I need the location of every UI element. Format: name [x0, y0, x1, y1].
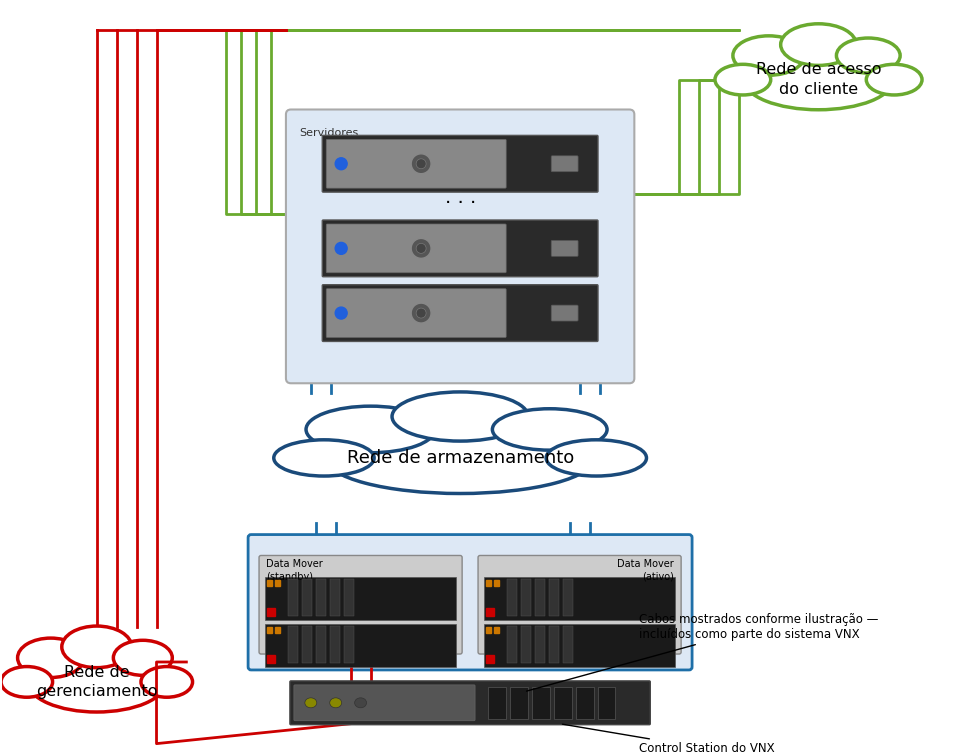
Bar — [597, 687, 615, 719]
Bar — [343, 626, 353, 663]
Ellipse shape — [779, 23, 856, 66]
FancyBboxPatch shape — [322, 135, 598, 192]
Ellipse shape — [743, 50, 892, 110]
FancyBboxPatch shape — [551, 240, 577, 256]
Ellipse shape — [306, 406, 434, 453]
Circle shape — [416, 308, 425, 318]
Ellipse shape — [492, 409, 606, 450]
Bar — [562, 579, 572, 616]
Bar — [275, 627, 280, 633]
Circle shape — [334, 158, 347, 170]
Circle shape — [416, 159, 425, 169]
Ellipse shape — [304, 698, 317, 708]
Bar — [554, 687, 571, 719]
FancyBboxPatch shape — [326, 139, 506, 188]
Bar — [485, 655, 494, 663]
Ellipse shape — [326, 423, 594, 494]
Text: Cabos mostrados conforme ilustração —
incluídos como parte do sistema VNX: Cabos mostrados conforme ilustração — in… — [526, 613, 878, 691]
Text: · · ·: · · · — [444, 194, 475, 212]
Bar — [520, 626, 530, 663]
Circle shape — [334, 243, 347, 254]
Bar — [267, 609, 275, 616]
FancyBboxPatch shape — [259, 556, 462, 654]
Ellipse shape — [330, 698, 341, 708]
Bar — [288, 579, 297, 616]
Ellipse shape — [733, 36, 804, 76]
Ellipse shape — [1, 667, 53, 697]
Bar — [288, 626, 297, 663]
Ellipse shape — [274, 440, 374, 476]
Bar — [267, 655, 275, 663]
Bar — [562, 626, 572, 663]
Bar — [507, 579, 516, 616]
Circle shape — [411, 153, 430, 174]
Bar — [343, 579, 353, 616]
Ellipse shape — [714, 64, 770, 95]
Ellipse shape — [18, 638, 84, 677]
Bar — [301, 579, 311, 616]
FancyBboxPatch shape — [322, 285, 598, 342]
Bar — [534, 579, 544, 616]
Bar — [316, 626, 326, 663]
Ellipse shape — [866, 64, 921, 95]
FancyBboxPatch shape — [483, 624, 675, 667]
Bar — [510, 687, 527, 719]
Bar — [485, 609, 494, 616]
Text: Control Station do VNX: Control Station do VNX — [561, 724, 775, 755]
Bar — [534, 626, 544, 663]
FancyBboxPatch shape — [551, 156, 577, 172]
Ellipse shape — [141, 667, 193, 697]
Circle shape — [411, 238, 430, 259]
FancyBboxPatch shape — [265, 578, 456, 620]
FancyBboxPatch shape — [551, 305, 577, 321]
Bar — [485, 627, 491, 633]
FancyBboxPatch shape — [247, 534, 691, 670]
FancyBboxPatch shape — [326, 289, 506, 337]
FancyBboxPatch shape — [477, 556, 681, 654]
Bar — [507, 626, 516, 663]
Bar — [316, 579, 326, 616]
Circle shape — [416, 243, 425, 253]
Ellipse shape — [113, 640, 172, 675]
FancyBboxPatch shape — [286, 110, 634, 383]
Bar — [549, 626, 558, 663]
Bar — [575, 687, 593, 719]
FancyBboxPatch shape — [326, 224, 506, 273]
Circle shape — [411, 303, 430, 323]
Ellipse shape — [546, 440, 645, 476]
Text: Data Mover
(standby): Data Mover (standby) — [266, 559, 323, 582]
FancyBboxPatch shape — [483, 578, 675, 620]
Bar — [267, 581, 272, 587]
Text: Rede de armazenamento: Rede de armazenamento — [346, 449, 573, 467]
Circle shape — [334, 307, 347, 319]
Text: Rede de
gerenciamento: Rede de gerenciamento — [36, 665, 157, 699]
Ellipse shape — [27, 652, 165, 712]
FancyBboxPatch shape — [289, 681, 649, 725]
Ellipse shape — [354, 698, 366, 708]
Bar — [494, 581, 499, 587]
Text: Data Mover
(ativo): Data Mover (ativo) — [617, 559, 674, 582]
Bar — [494, 627, 499, 633]
FancyBboxPatch shape — [265, 624, 456, 667]
Bar — [487, 687, 506, 719]
Text: Rede de acesso
do cliente: Rede de acesso do cliente — [755, 62, 880, 97]
Text: Servidores: Servidores — [298, 129, 358, 138]
Bar — [301, 626, 311, 663]
FancyBboxPatch shape — [293, 685, 474, 720]
Bar — [330, 626, 339, 663]
Ellipse shape — [62, 626, 132, 668]
Bar — [485, 581, 491, 587]
Bar — [267, 627, 272, 633]
Bar — [330, 579, 339, 616]
Bar — [275, 581, 280, 587]
Bar — [520, 579, 530, 616]
FancyBboxPatch shape — [322, 220, 598, 277]
Bar — [531, 687, 550, 719]
Bar — [549, 579, 558, 616]
Ellipse shape — [835, 38, 899, 73]
Ellipse shape — [391, 392, 528, 441]
